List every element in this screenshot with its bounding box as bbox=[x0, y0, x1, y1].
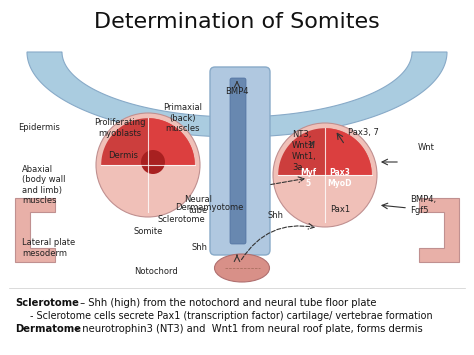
Text: Epidermis: Epidermis bbox=[18, 124, 60, 132]
Text: Abaxial
(body wall
and limb)
muscles: Abaxial (body wall and limb) muscles bbox=[22, 165, 65, 205]
Text: Notochord: Notochord bbox=[134, 268, 178, 277]
Polygon shape bbox=[419, 198, 459, 262]
Polygon shape bbox=[101, 118, 195, 165]
Text: NT3,
Wnt1: NT3, Wnt1 bbox=[292, 130, 314, 150]
Text: Lateral plate
mesoderm: Lateral plate mesoderm bbox=[22, 238, 75, 258]
Text: Dermamyotome: Dermamyotome bbox=[175, 203, 243, 213]
Text: Wnt: Wnt bbox=[418, 143, 435, 153]
Text: BMP4,
Fgf5: BMP4, Fgf5 bbox=[410, 195, 436, 215]
Text: Pax3, 7: Pax3, 7 bbox=[348, 127, 379, 137]
Text: Pax3
MyoD: Pax3 MyoD bbox=[328, 168, 352, 188]
Text: Proliferating
myoblasts: Proliferating myoblasts bbox=[94, 118, 146, 138]
Polygon shape bbox=[278, 128, 372, 175]
Polygon shape bbox=[15, 198, 55, 262]
Text: Dermis: Dermis bbox=[108, 151, 138, 159]
Text: BMP4: BMP4 bbox=[225, 87, 249, 97]
Text: Sclerotome: Sclerotome bbox=[158, 215, 206, 224]
Circle shape bbox=[141, 150, 165, 174]
Text: – Shh (high) from the notochord and neural tube floor plate: – Shh (high) from the notochord and neur… bbox=[77, 298, 376, 308]
Text: Wnt1,
3a: Wnt1, 3a bbox=[292, 152, 317, 172]
Text: Sclerotome: Sclerotome bbox=[15, 298, 79, 308]
Text: Neural
tube: Neural tube bbox=[184, 195, 212, 215]
Circle shape bbox=[96, 113, 200, 217]
Text: Determination of Somites: Determination of Somites bbox=[94, 12, 380, 32]
Ellipse shape bbox=[215, 254, 270, 282]
Text: Shh: Shh bbox=[192, 244, 208, 252]
Text: Primaxial
(back)
muscles: Primaxial (back) muscles bbox=[164, 103, 202, 133]
Text: Myf
5: Myf 5 bbox=[300, 168, 316, 188]
FancyBboxPatch shape bbox=[210, 67, 270, 255]
Polygon shape bbox=[148, 118, 195, 165]
FancyBboxPatch shape bbox=[230, 78, 246, 244]
Text: Shh: Shh bbox=[268, 211, 284, 219]
Polygon shape bbox=[27, 52, 447, 137]
Text: - Sclerotome cells secrete Pax1 (transcription factor) cartilage/ vertebrae form: - Sclerotome cells secrete Pax1 (transcr… bbox=[15, 311, 433, 321]
Text: Dermatome: Dermatome bbox=[15, 324, 81, 334]
Text: Pax1: Pax1 bbox=[330, 206, 350, 214]
Polygon shape bbox=[325, 128, 372, 175]
Text: Somite: Somite bbox=[133, 228, 163, 236]
Text: – neurotrophin3 (NT3) and  Wnt1 from neural roof plate, forms dermis: – neurotrophin3 (NT3) and Wnt1 from neur… bbox=[71, 324, 423, 334]
Circle shape bbox=[273, 123, 377, 227]
